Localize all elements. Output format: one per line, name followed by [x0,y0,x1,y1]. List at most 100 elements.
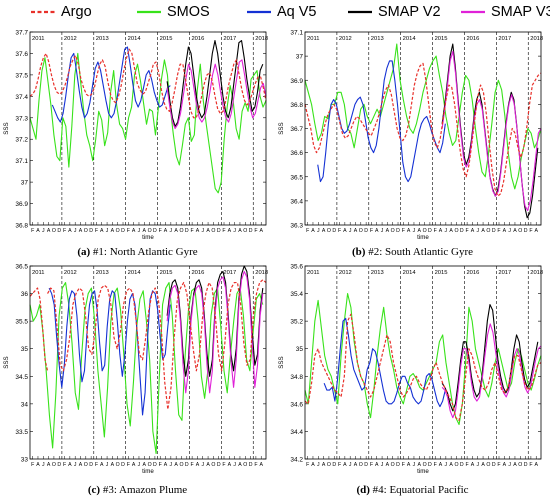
x-tick-label: A [513,462,517,468]
x-tick-label: J [106,228,109,234]
y-tick-label: 37 [296,54,304,61]
x-tick-label: D [332,462,336,468]
chart-svg-2: 33 33.5 34 34.5 35 35.5 36 36.5 2011 2012 2013 2014… [3,264,268,476]
x-tick-label: A [196,228,200,234]
y-tick-label: 36.9 [15,201,28,208]
y-tick-label: 37.1 [15,158,28,165]
y-tick-label: 36.9 [290,78,303,85]
series-line-smap-v3 [166,59,267,130]
y-axis-label: SSS [3,122,10,134]
x-tick-label: J [508,462,511,468]
x-tick-label: D [332,228,336,234]
year-label: 2016 [466,270,479,276]
x-tick-label: D [364,462,368,468]
x-axis-label: time [417,468,429,475]
caption-d-label: (d) [356,484,370,496]
year-label: 2015 [160,36,173,42]
x-tick-label: D [249,462,253,468]
year-label: 2017 [223,36,236,42]
y-tick-label: 37.5 [15,72,28,79]
year-label: 2014 [403,270,417,276]
x-tick-label: O [52,462,56,468]
year-label: 2012 [339,36,352,42]
x-tick-label: F [127,462,130,468]
x-tick-label: F [95,228,98,234]
y-tick-label: 37.2 [15,137,28,144]
x-tick-label: D [185,228,189,234]
panel-equatorial-pacific: 34.2 34.4 34.6 34.8 35 35.2 35.4 35.6 2011 2012 20… [275,262,550,480]
x-tick-label: A [386,228,390,234]
x-tick-label: F [306,228,309,234]
y-tick-label: 35 [296,346,304,353]
x-tick-label: F [497,228,500,234]
x-tick-label: F [31,228,34,234]
x-tick-label: D [428,462,432,468]
y-tick-label: 35.4 [290,291,303,298]
x-tick-label: A [513,228,517,234]
panel-amazon-plume: 33 33.5 34 34.5 35 35.5 36 36.5 2011 2012 2013 2014… [0,262,275,480]
legend-label-aq-v5: Aq V5 [277,4,317,20]
chart-svg-0: 36.8 36.9 37 37.1 37.2 37.3 37.4 37.5 37.6 37.7 20… [3,30,268,242]
x-tick-label: D [153,462,157,468]
x-tick-label: F [222,228,225,234]
caption-b: (b) #2: South Atlantic Gyre [275,246,550,258]
x-tick-label: J [476,462,479,468]
x-tick-label: F [529,228,532,234]
x-tick-label: O [243,228,247,234]
caption-a: (a) #1: North Atlantic Gyre [0,246,275,258]
x-tick-label: O [211,228,215,234]
x-tick-label: D [121,228,125,234]
x-axis-label: time [417,234,429,241]
caption-a-text: #1: North Atlantic Gyre [92,246,198,258]
y-tick-label: 34 [21,401,29,408]
x-tick-label: O [327,228,331,234]
x-tick-label: F [254,462,257,468]
year-label: 2017 [223,270,236,276]
x-tick-label: D [524,228,528,234]
x-tick-label: F [370,462,373,468]
x-tick-label: O [116,228,120,234]
x-tick-label: A [503,462,507,468]
x-tick-label: D [249,228,253,234]
x-tick-label: J [170,228,173,234]
x-tick-label: O [454,462,458,468]
x-tick-label: J [170,462,173,468]
x-tick-label: A [407,228,411,234]
legend-label-smap-v2: SMAP V2 [378,4,441,20]
x-tick-label: D [153,228,157,234]
x-tick-label: J [445,462,448,468]
year-label: 2011 [32,270,44,276]
y-tick-label: 36.8 [15,223,28,230]
x-tick-label: A [322,228,326,234]
x-tick-label: F [31,462,34,468]
x-tick-label: D [89,462,93,468]
x-tick-label: F [63,228,66,234]
panel-south-atlantic-gyre: 36.3 36.4 36.5 36.6 36.7 36.8 36.9 37 37.1 2011 20… [275,28,550,246]
x-tick-label: A [343,228,347,234]
x-tick-label: J [381,228,384,234]
plot-frame [29,265,267,460]
x-tick-label: J [476,228,479,234]
y-axis-label: SSS [278,122,285,134]
y-tick-label: 34.4 [290,429,303,436]
x-tick-label: J [233,228,236,234]
legend-swatch-smos [137,10,161,14]
x-tick-label: O [391,462,395,468]
x-tick-label: A [196,462,200,468]
x-tick-label: A [132,228,136,234]
x-tick-label: J [413,228,416,234]
x-tick-label: F [338,228,341,234]
x-tick-label: F [529,462,532,468]
y-axis-label: SSS [278,356,285,368]
x-tick-label: F [434,462,437,468]
x-tick-label: O [148,228,152,234]
x-tick-label: O [486,228,490,234]
x-tick-label: A [534,462,538,468]
year-label: 2014 [128,270,142,276]
y-axis-label: SSS [3,356,10,368]
x-tick-label: O [359,228,363,234]
y-tick-label: 36.5 [15,264,28,271]
x-tick-label: D [396,462,400,468]
y-tick-label: 37.1 [290,30,303,37]
year-label: 2017 [498,36,511,42]
